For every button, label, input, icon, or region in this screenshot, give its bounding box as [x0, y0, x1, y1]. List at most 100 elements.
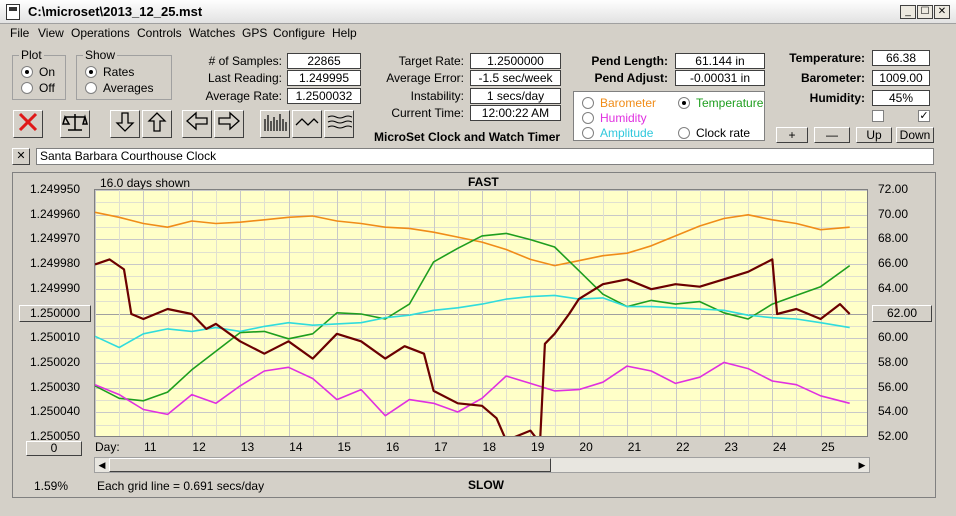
grid-note: Each grid line = 0.691 secs/day: [97, 479, 265, 493]
y-left-tick-label: 1.249960: [30, 206, 81, 221]
x-tick-label: 13: [240, 440, 255, 454]
minimize-button[interactable]: _: [900, 5, 916, 19]
bar-graph-icon: [264, 114, 287, 131]
show-group-title: Show: [83, 48, 118, 62]
rate-chart: [95, 190, 867, 436]
clear-name-button[interactable]: ✕: [12, 148, 30, 165]
y-right-tick-label: 64.00: [878, 280, 909, 295]
arrow-up-button[interactable]: [142, 110, 172, 138]
target-rate-value: 1.2500000: [470, 53, 561, 69]
amplitude-radio[interactable]: [582, 127, 594, 139]
x-tick-label: 20: [579, 440, 593, 454]
temperature-option-label: Temperature: [696, 96, 764, 110]
menu-file[interactable]: File: [10, 26, 30, 40]
average-rate-label: Average Rate:: [205, 89, 283, 103]
option-checkbox-1[interactable]: [872, 110, 884, 122]
right-center-button[interactable]: 62.00: [872, 305, 932, 322]
y-right-tick-label: 52.00: [878, 429, 909, 443]
slow-label: SLOW: [468, 478, 504, 492]
last-reading-value: 1.249995: [287, 70, 361, 86]
plot-area: [94, 189, 868, 437]
plot-on-label: On: [39, 65, 56, 79]
temperature-value: 66.38: [872, 50, 930, 66]
scroll-thumb[interactable]: [109, 458, 551, 472]
humidity-radio[interactable]: [582, 112, 594, 124]
plot-group: Plot On Off: [12, 48, 66, 100]
menu-view[interactable]: View: [38, 26, 64, 40]
option-checkbox-2[interactable]: ✓: [918, 110, 930, 122]
y-right-tick-label: 58.00: [878, 354, 909, 369]
bars-view-button[interactable]: [260, 110, 290, 138]
last-reading-label: Last Reading:: [207, 71, 282, 85]
average-error-value: -1.5 sec/week: [470, 70, 561, 86]
arrow-up-icon: [147, 112, 167, 132]
current-time-label: Current Time:: [391, 106, 464, 120]
horizontal-scrollbar[interactable]: ◀ ▶: [94, 457, 870, 473]
fast-label: FAST: [468, 175, 499, 189]
arrow-down-button[interactable]: [110, 110, 140, 138]
barometer-value: 1009.00: [872, 70, 930, 86]
rates-label: Rates: [103, 65, 135, 79]
plot-on-radio[interactable]: [21, 66, 33, 78]
clock-name-input[interactable]: Santa Barbara Courthouse Clock: [36, 148, 934, 165]
arrow-left-button[interactable]: [182, 110, 212, 138]
x-tick-label: 16: [385, 440, 400, 454]
x-axis-label: Day:: [95, 440, 120, 454]
menu-gps[interactable]: GPS: [242, 26, 268, 40]
x-tick-label: 14: [289, 440, 303, 454]
samples-label: # of Samples:: [208, 54, 282, 68]
plus-button[interactable]: +: [776, 127, 808, 143]
scroll-left-arrow-icon[interactable]: ◀: [98, 460, 106, 470]
humidity-value: 45%: [872, 90, 930, 106]
up-button[interactable]: Up: [856, 127, 892, 143]
averages-radio[interactable]: [85, 82, 97, 94]
menu-configure[interactable]: Configure: [273, 26, 326, 40]
temperature-radio[interactable]: [678, 97, 690, 109]
clock-rate-radio[interactable]: [678, 127, 690, 139]
menu-controls[interactable]: Controls: [137, 26, 182, 40]
app-icon: [6, 4, 20, 20]
arrow-right-button[interactable]: [214, 110, 244, 138]
plot-group-title: Plot: [19, 48, 44, 62]
menu-bar: File View Operations Controls Watches GP…: [0, 24, 956, 42]
series-line-rate: [95, 258, 851, 436]
instability-value: 1 secs/day: [470, 88, 561, 104]
x-tick-label: 23: [724, 440, 738, 454]
x-tick-label: 15: [337, 440, 351, 454]
pend-adjust-label: Pend Adjust:: [594, 71, 668, 85]
minus-button[interactable]: —: [814, 127, 850, 143]
menu-help[interactable]: Help: [332, 26, 357, 40]
barometer-radio[interactable]: [582, 97, 594, 109]
current-time-value: 12:00:22 AM: [470, 105, 561, 121]
target-rate-label: Target Rate:: [398, 54, 464, 68]
balance-scale-icon: [62, 114, 88, 131]
title-bar: C:\microset\2013_12_25.mst _ ☐ ✕: [0, 0, 956, 24]
y-left-tick-label: 1.249990: [30, 280, 81, 295]
left-center-button[interactable]: 1.250000: [19, 305, 91, 322]
series-line-humidity: [95, 361, 850, 417]
clock-rate-option-label: Clock rate: [696, 126, 751, 140]
balance-button[interactable]: [60, 110, 90, 138]
maximize-button[interactable]: ☐: [917, 5, 933, 19]
y-right-tick-label: 60.00: [878, 330, 909, 345]
wave-view-button[interactable]: [324, 110, 354, 138]
humidity-option-label: Humidity: [600, 111, 647, 125]
menu-watches[interactable]: Watches: [189, 26, 236, 40]
offset-button[interactable]: 0: [26, 441, 82, 456]
x-tick-label: 19: [531, 440, 545, 454]
humidity-label: Humidity:: [809, 91, 865, 105]
scroll-right-arrow-icon[interactable]: ▶: [858, 460, 866, 470]
x-tick-label: 22: [676, 440, 690, 454]
stop-button[interactable]: [13, 110, 43, 138]
barometer-label: Barometer:: [800, 71, 865, 85]
x-tick-label: 18: [482, 440, 497, 454]
x-tick-label: 11: [144, 440, 157, 454]
days-shown-label: 16.0 days shown: [100, 176, 191, 190]
line-view-button[interactable]: [292, 110, 322, 138]
down-button[interactable]: Down: [896, 127, 934, 143]
close-button[interactable]: ✕: [934, 5, 950, 19]
amplitude-option-label: Amplitude: [600, 126, 654, 140]
plot-off-radio[interactable]: [21, 82, 33, 94]
menu-operations[interactable]: Operations: [71, 26, 130, 40]
rates-radio[interactable]: [85, 66, 97, 78]
